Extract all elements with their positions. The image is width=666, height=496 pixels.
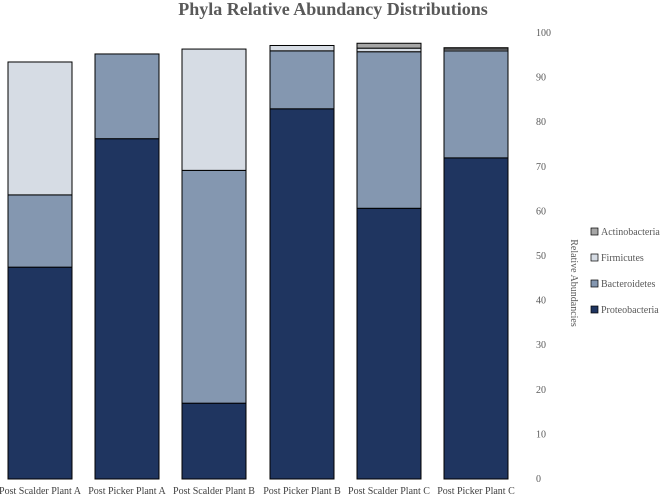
legend-label-firmicutes: Firmicutes xyxy=(601,253,644,264)
category-label: Post Scalder Plant B xyxy=(173,486,255,496)
y-axis: 0 10 20 30 40 50 60 70 80 90 100 xyxy=(536,28,551,485)
category-label: Post Scalder Plant C xyxy=(348,486,430,496)
legend-swatch-firmicutes xyxy=(590,253,599,262)
category-label: Post Picker Plant B xyxy=(263,486,341,496)
legend-swatch-actinobacteria xyxy=(590,227,599,236)
bar-segment-firmicutes-5 xyxy=(356,47,422,53)
bars-group xyxy=(7,42,509,480)
y-tick-label: 100 xyxy=(536,28,551,39)
category-labels: Post Scalder Plant A Post Picker Plant A P… xyxy=(0,486,515,496)
y-tick-label: 30 xyxy=(536,340,546,351)
y-tick-label: 20 xyxy=(536,385,546,396)
bar-segment-proteobacteria-6 xyxy=(443,157,509,480)
bar-segment-proteobacteria-5 xyxy=(356,207,422,480)
bar-segment-proteobacteria-2 xyxy=(94,138,160,480)
y-tick-label: 0 xyxy=(536,474,541,485)
y-axis-label: Relative Abundancies xyxy=(568,239,579,327)
bar-segment-proteobacteria-4 xyxy=(269,108,335,480)
bar-segment-bacteroidetes-4 xyxy=(269,50,335,110)
y-tick-label: 50 xyxy=(536,251,546,262)
bar-segment-proteobacteria-3 xyxy=(181,402,247,480)
legend-swatch-proteobacteria xyxy=(590,305,599,314)
y-tick-label: 80 xyxy=(536,117,546,128)
bar-segment-bacteroidetes-2 xyxy=(94,53,160,140)
y-tick-label: 60 xyxy=(536,206,546,217)
bar-segment-bacteroidetes-6 xyxy=(443,50,509,159)
chart-title: Phyla Relative Abundancy Distributions xyxy=(178,0,488,19)
legend-label-proteobacteria: Proteobacteria xyxy=(601,305,659,316)
legend: Actinobacteria Firmicutes Bacteroidetes Pro… xyxy=(590,227,660,316)
bar-segment-firmicutes-4 xyxy=(269,44,335,52)
bar-segment-proteobacteria-1 xyxy=(7,266,73,480)
y-tick-label: 10 xyxy=(536,429,546,440)
y-tick-label: 90 xyxy=(536,73,546,84)
bar-segment-firmicutes-1 xyxy=(7,61,73,196)
bar-segment-actinobacteria-5 xyxy=(356,42,422,49)
category-label: Post Picker Plant C xyxy=(437,486,515,496)
bar-segment-bacteroidetes-5 xyxy=(356,51,422,209)
category-label: Post Scalder Plant A xyxy=(0,486,82,496)
bar-segment-firmicutes-3 xyxy=(181,48,247,171)
category-label: Post Picker Plant A xyxy=(88,486,166,496)
bar-segment-bacteroidetes-3 xyxy=(181,169,247,404)
legend-label-bacteroidetes: Bacteroidetes xyxy=(601,279,656,290)
legend-swatch-bacteroidetes xyxy=(590,279,599,288)
legend-label-actinobacteria: Actinobacteria xyxy=(601,227,660,238)
bar-segment-actinobacteria-6 xyxy=(443,47,509,50)
y-tick-label: 70 xyxy=(536,162,546,173)
y-tick-label: 40 xyxy=(536,296,546,307)
bar-segment-bacteroidetes-1 xyxy=(7,194,73,268)
